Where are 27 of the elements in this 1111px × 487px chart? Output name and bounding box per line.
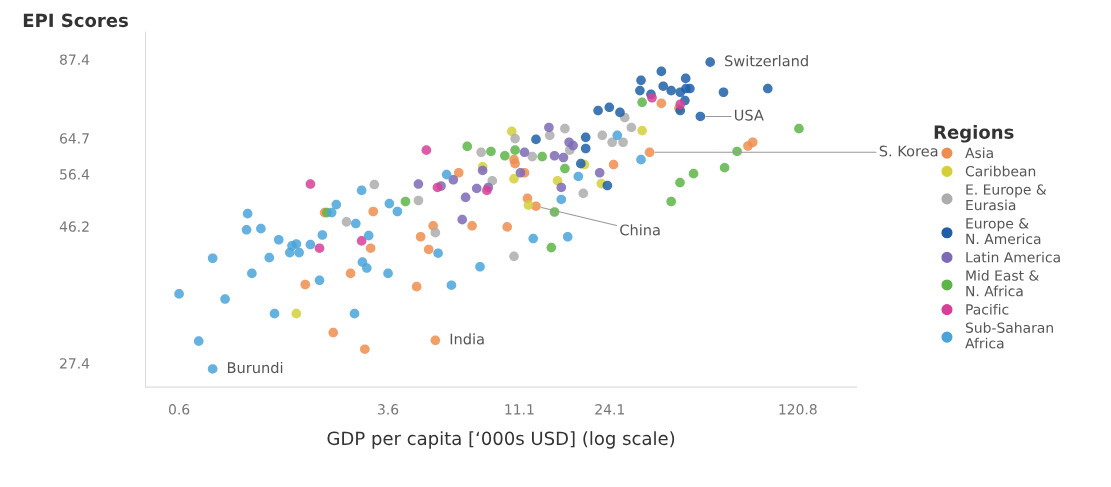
annotation: India — [450, 333, 484, 345]
y-tick-label: 64.7 — [60, 133, 89, 144]
x-tick-label: 24.1 — [595, 404, 624, 415]
y-tick-label: 46.2 — [59, 221, 89, 232]
legend-title: Regions — [934, 124, 1014, 143]
x-tick-label: 120.8 — [779, 404, 817, 415]
legend-label: E. Europe & Eurasia — [966, 184, 1047, 211]
x-tick-label: 3.6 — [378, 404, 399, 415]
annotation: Burundi — [227, 361, 283, 374]
legend-label: Latin America — [966, 251, 1060, 263]
annotation: Switzerland — [725, 55, 808, 67]
y-tick-label: 87.4 — [60, 54, 90, 65]
annotation: S. Korea — [879, 145, 938, 157]
y-tick-label: 56.4 — [60, 169, 90, 180]
annotation: USA — [734, 109, 764, 121]
legend-label: Pacific — [966, 303, 1009, 315]
y-axis-title: EPI Scores — [23, 13, 128, 28]
legend-label: Caribbean — [965, 165, 1036, 177]
y-tick-label: 27.4 — [60, 358, 90, 369]
x-tick-label: 0.6 — [168, 404, 190, 415]
x-tick-label: 11.1 — [505, 404, 534, 415]
legend-label: Mid East & N. Africa — [966, 270, 1039, 297]
x-axis-title: GDP per capita [‘000s USD] (log scale) — [327, 431, 675, 449]
legend-label: Asia — [965, 147, 993, 159]
legend-label: Europe & N. America — [966, 218, 1041, 245]
legend-label: Sub-Saharan Africa — [965, 322, 1053, 349]
annotation: China — [620, 224, 660, 236]
